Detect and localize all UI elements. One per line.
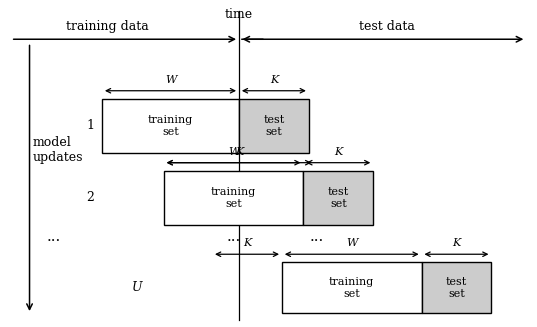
Text: ...: ... bbox=[310, 230, 324, 244]
Text: ...: ... bbox=[227, 230, 241, 244]
Bar bbox=[164, 171, 303, 225]
Text: K: K bbox=[452, 238, 461, 249]
Text: model
updates: model updates bbox=[32, 136, 83, 164]
Text: W: W bbox=[165, 75, 176, 85]
Text: K: K bbox=[243, 238, 251, 249]
Text: training
set: training set bbox=[329, 277, 374, 299]
Text: W: W bbox=[346, 238, 358, 249]
Text: K: K bbox=[270, 75, 278, 85]
Text: test
set: test set bbox=[328, 187, 349, 209]
Text: 2: 2 bbox=[86, 191, 94, 204]
Bar bbox=[239, 99, 309, 153]
Text: U: U bbox=[132, 281, 142, 294]
Text: ...: ... bbox=[47, 230, 61, 244]
Bar bbox=[102, 99, 239, 153]
Text: W: W bbox=[228, 147, 240, 157]
Bar bbox=[422, 262, 491, 313]
Text: training data: training data bbox=[66, 20, 149, 33]
Text: K: K bbox=[334, 147, 343, 157]
Bar bbox=[282, 262, 422, 313]
Text: training
set: training set bbox=[148, 115, 193, 137]
Text: K: K bbox=[235, 147, 243, 157]
Text: training
set: training set bbox=[211, 187, 256, 209]
Text: time: time bbox=[225, 8, 253, 21]
Text: 1: 1 bbox=[86, 119, 94, 132]
Bar bbox=[303, 171, 373, 225]
Text: test data: test data bbox=[359, 20, 415, 33]
Text: test
set: test set bbox=[446, 277, 467, 299]
Text: test
set: test set bbox=[263, 115, 285, 137]
